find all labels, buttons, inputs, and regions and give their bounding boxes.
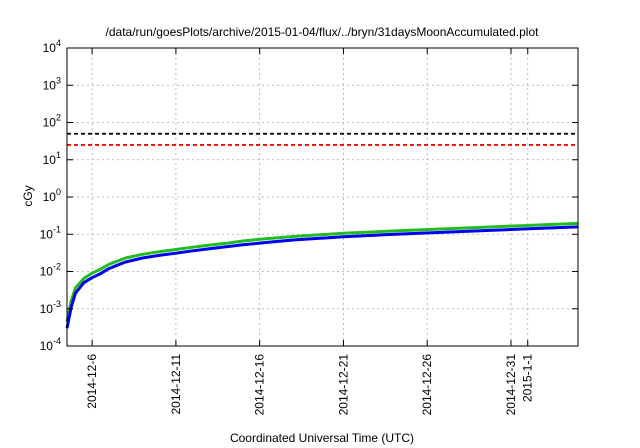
threshold-lines (67, 132, 578, 146)
series-line (65, 221, 579, 322)
y-tick-label: 10-3 (40, 299, 61, 316)
x-tick-label: 2014-12-6 (85, 354, 99, 409)
y-tick-label: 10-1 (40, 224, 61, 241)
y-tick-label: 100 (43, 187, 61, 204)
y-tick-label: 10-4 (40, 336, 61, 353)
x-tick-label: 2014-12-26 (420, 354, 434, 416)
grid (67, 47, 578, 347)
series-line (65, 225, 579, 329)
x-tick-label: 2014-12-11 (169, 354, 183, 415)
x-tick-label: 2014-12-16 (253, 354, 267, 416)
x-tick-label: 2014-12-31 (504, 354, 518, 416)
series-lines (65, 221, 579, 329)
y-tick-label: 104 (43, 38, 61, 55)
x-tick-label: 2015-1-1 (521, 354, 535, 402)
y-tick-label: 10-2 (40, 262, 61, 279)
y-axis-label: cGy (21, 185, 35, 206)
y-tick-label: 103 (43, 75, 61, 92)
x-ticks: 2014-12-6 2014-12-11 2014-12-16 2014-12-21 2… (85, 48, 535, 415)
y-ticks: 10-4 10-3 10-2 10-1 100 101 102 103 104 (40, 38, 578, 353)
y-tick-label: 102 (43, 113, 61, 130)
x-tick-label: 2014-12-21 (336, 354, 350, 416)
x-axis-label: Coordinated Universal Time (UTC) (230, 431, 414, 445)
y-tick-label: 101 (43, 150, 61, 167)
chart-title: /data/run/goesPlots/archive/2015-01-04/f… (106, 25, 540, 39)
